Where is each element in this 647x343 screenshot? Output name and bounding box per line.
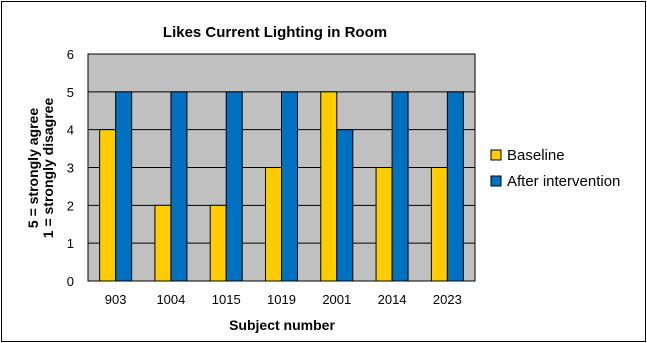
y-tick-label-0: 0 (67, 274, 74, 289)
x-tick-label-1019: 1019 (267, 292, 296, 307)
legend-swatch-after-intervention (490, 175, 502, 187)
x-tick-label-2001: 2001 (322, 292, 351, 307)
x-axis-title: Subject number (229, 317, 335, 333)
x-tick-labels: 903 1004 1015 1019 2001 2014 2023 (105, 292, 462, 307)
bar-after-intervention-2001 (336, 129, 354, 282)
y-tick-label-5: 5 (67, 85, 74, 100)
bar-baseline-1015 (209, 204, 227, 282)
chart-title: Likes Current Lighting in Room (163, 24, 387, 41)
y-tick-labels: 0 1 2 3 4 5 6 (67, 47, 74, 289)
bar-after-intervention-2023 (446, 91, 464, 282)
bar-baseline-1019 (265, 167, 282, 282)
bar-after-intervention-1015 (225, 91, 243, 282)
bar-after-intervention-1019 (281, 91, 298, 282)
x-tick-label-1004: 1004 (156, 292, 185, 307)
x-tick-label-903: 903 (105, 292, 127, 307)
bar-after-intervention-903 (115, 91, 133, 282)
x-tick-label-2023: 2023 (433, 292, 462, 307)
y-axis-title-line-2: 1 = strongly disagree (40, 98, 56, 239)
bar-baseline-1004 (154, 204, 172, 282)
y-tick-label-3: 3 (67, 161, 74, 176)
legend-swatch-baseline (490, 149, 502, 161)
x-tick-label-2014: 2014 (378, 292, 407, 307)
bar-baseline-2014 (375, 167, 393, 282)
legend: Baseline After intervention (490, 147, 620, 190)
bar-after-intervention-1004 (170, 91, 188, 282)
y-tick-label-1: 1 (67, 236, 74, 251)
bars-group (99, 91, 464, 282)
legend-label-after-intervention: After intervention (507, 173, 620, 190)
bar-baseline-2023 (430, 167, 448, 282)
bar-after-intervention-2014 (391, 91, 409, 282)
x-tick-label-1015: 1015 (212, 292, 241, 307)
bar-baseline-2001 (320, 91, 338, 282)
y-tick-label-6: 6 (67, 47, 74, 62)
legend-label-baseline: Baseline (507, 147, 565, 164)
y-tick-label-4: 4 (67, 123, 74, 138)
bar-baseline-903 (99, 129, 117, 282)
y-tick-label-2: 2 (67, 198, 74, 213)
y-axis-title-line-1: 5 = strongly agree (25, 108, 41, 228)
